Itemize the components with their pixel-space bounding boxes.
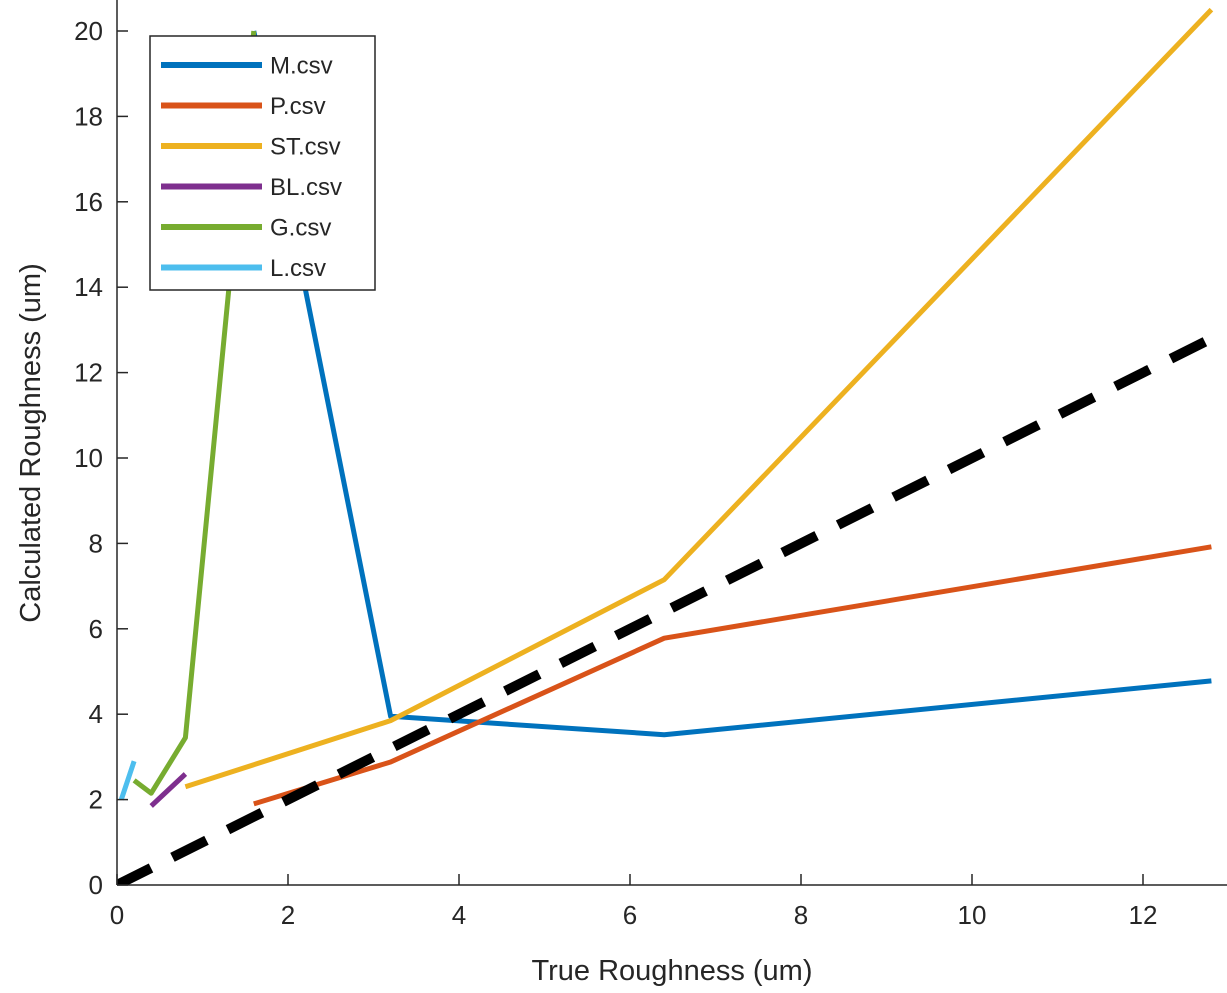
legend-label: BL.csv (270, 174, 342, 201)
y-axis-label: Calculated Roughness (um) (15, 263, 47, 622)
legend-label: G.csv (270, 215, 331, 242)
y-tick-label: 4 (89, 699, 103, 729)
y-tick-label: 0 (89, 870, 103, 900)
x-tick-label: 12 (1129, 900, 1158, 930)
x-axis-label: True Roughness (um) (532, 955, 813, 987)
legend-label: P.csv (270, 93, 326, 120)
series-line-bl (149, 772, 188, 808)
y-tick-label: 14 (74, 272, 103, 302)
legend-box (149, 35, 376, 291)
series-layer (117, 7, 1223, 885)
x-tick-label: 0 (110, 900, 124, 930)
x-tick-label: 8 (794, 900, 808, 930)
x-tick-label: 4 (452, 900, 466, 930)
y-tick-label: 20 (74, 16, 103, 46)
legend-label: L.csv (270, 255, 326, 282)
series-line-m (251, 30, 1212, 738)
y-tick-label: 10 (74, 443, 103, 473)
series-line-l (118, 760, 137, 801)
y-tick-label: 6 (89, 614, 103, 644)
y-tick-label: 18 (74, 101, 103, 131)
axes: 0 2 4 6 8 10 12 0 2 4 6 8 10 12 14 16 18 20 (74, 0, 1227, 930)
series-line-st (184, 7, 1214, 790)
x-tick-label: 10 (958, 900, 987, 930)
reference-line (117, 329, 1223, 885)
y-tick-label: 8 (89, 528, 103, 558)
series-line-g (132, 30, 257, 796)
legend: M.csv P.csv ST.csv BL.csv G.csv L.csv (149, 35, 376, 291)
y-tick-label: 2 (89, 785, 103, 815)
x-tick-label: 6 (623, 900, 637, 930)
legend-label: ST.csv (270, 134, 341, 161)
x-tick-label: 2 (281, 900, 295, 930)
y-tick-label: 12 (74, 358, 103, 388)
legend-label: M.csv (270, 53, 333, 80)
series-line-p (253, 544, 1212, 807)
y-tick-label: 16 (74, 187, 103, 217)
